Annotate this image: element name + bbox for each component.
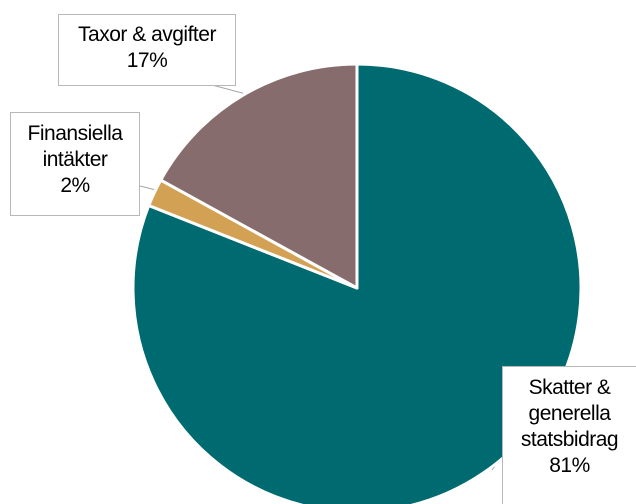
callout-skatter-label-1: Skatter & [528, 376, 611, 399]
callout-taxor-value: 17% [126, 49, 168, 72]
callout-skatter-label-2: generella [528, 402, 611, 425]
callout-finansiella-label-1: Finansiella [27, 122, 123, 145]
pie-slices [131, 62, 583, 504]
leader-line-finansiella [139, 185, 157, 191]
callout-finansiella-value: 2% [60, 174, 90, 197]
leader-line-taxor [211, 84, 247, 95]
callout-finansiella-label-2: intäkter [42, 148, 108, 171]
callout-skatter-value: 81% [549, 454, 590, 477]
callout-taxor: Taxor & avgifter 17% [58, 14, 236, 86]
callout-finansiella: Finansiella intäkter 2% [10, 112, 140, 216]
callout-taxor-label: Taxor & avgifter [78, 23, 216, 46]
callout-skatter: Skatter & generella statsbidrag 81% [502, 366, 636, 504]
pie-slice-0 [131, 62, 583, 504]
callout-skatter-label-3: statsbidrag [520, 428, 619, 451]
pie-slice-2 [159, 62, 359, 290]
